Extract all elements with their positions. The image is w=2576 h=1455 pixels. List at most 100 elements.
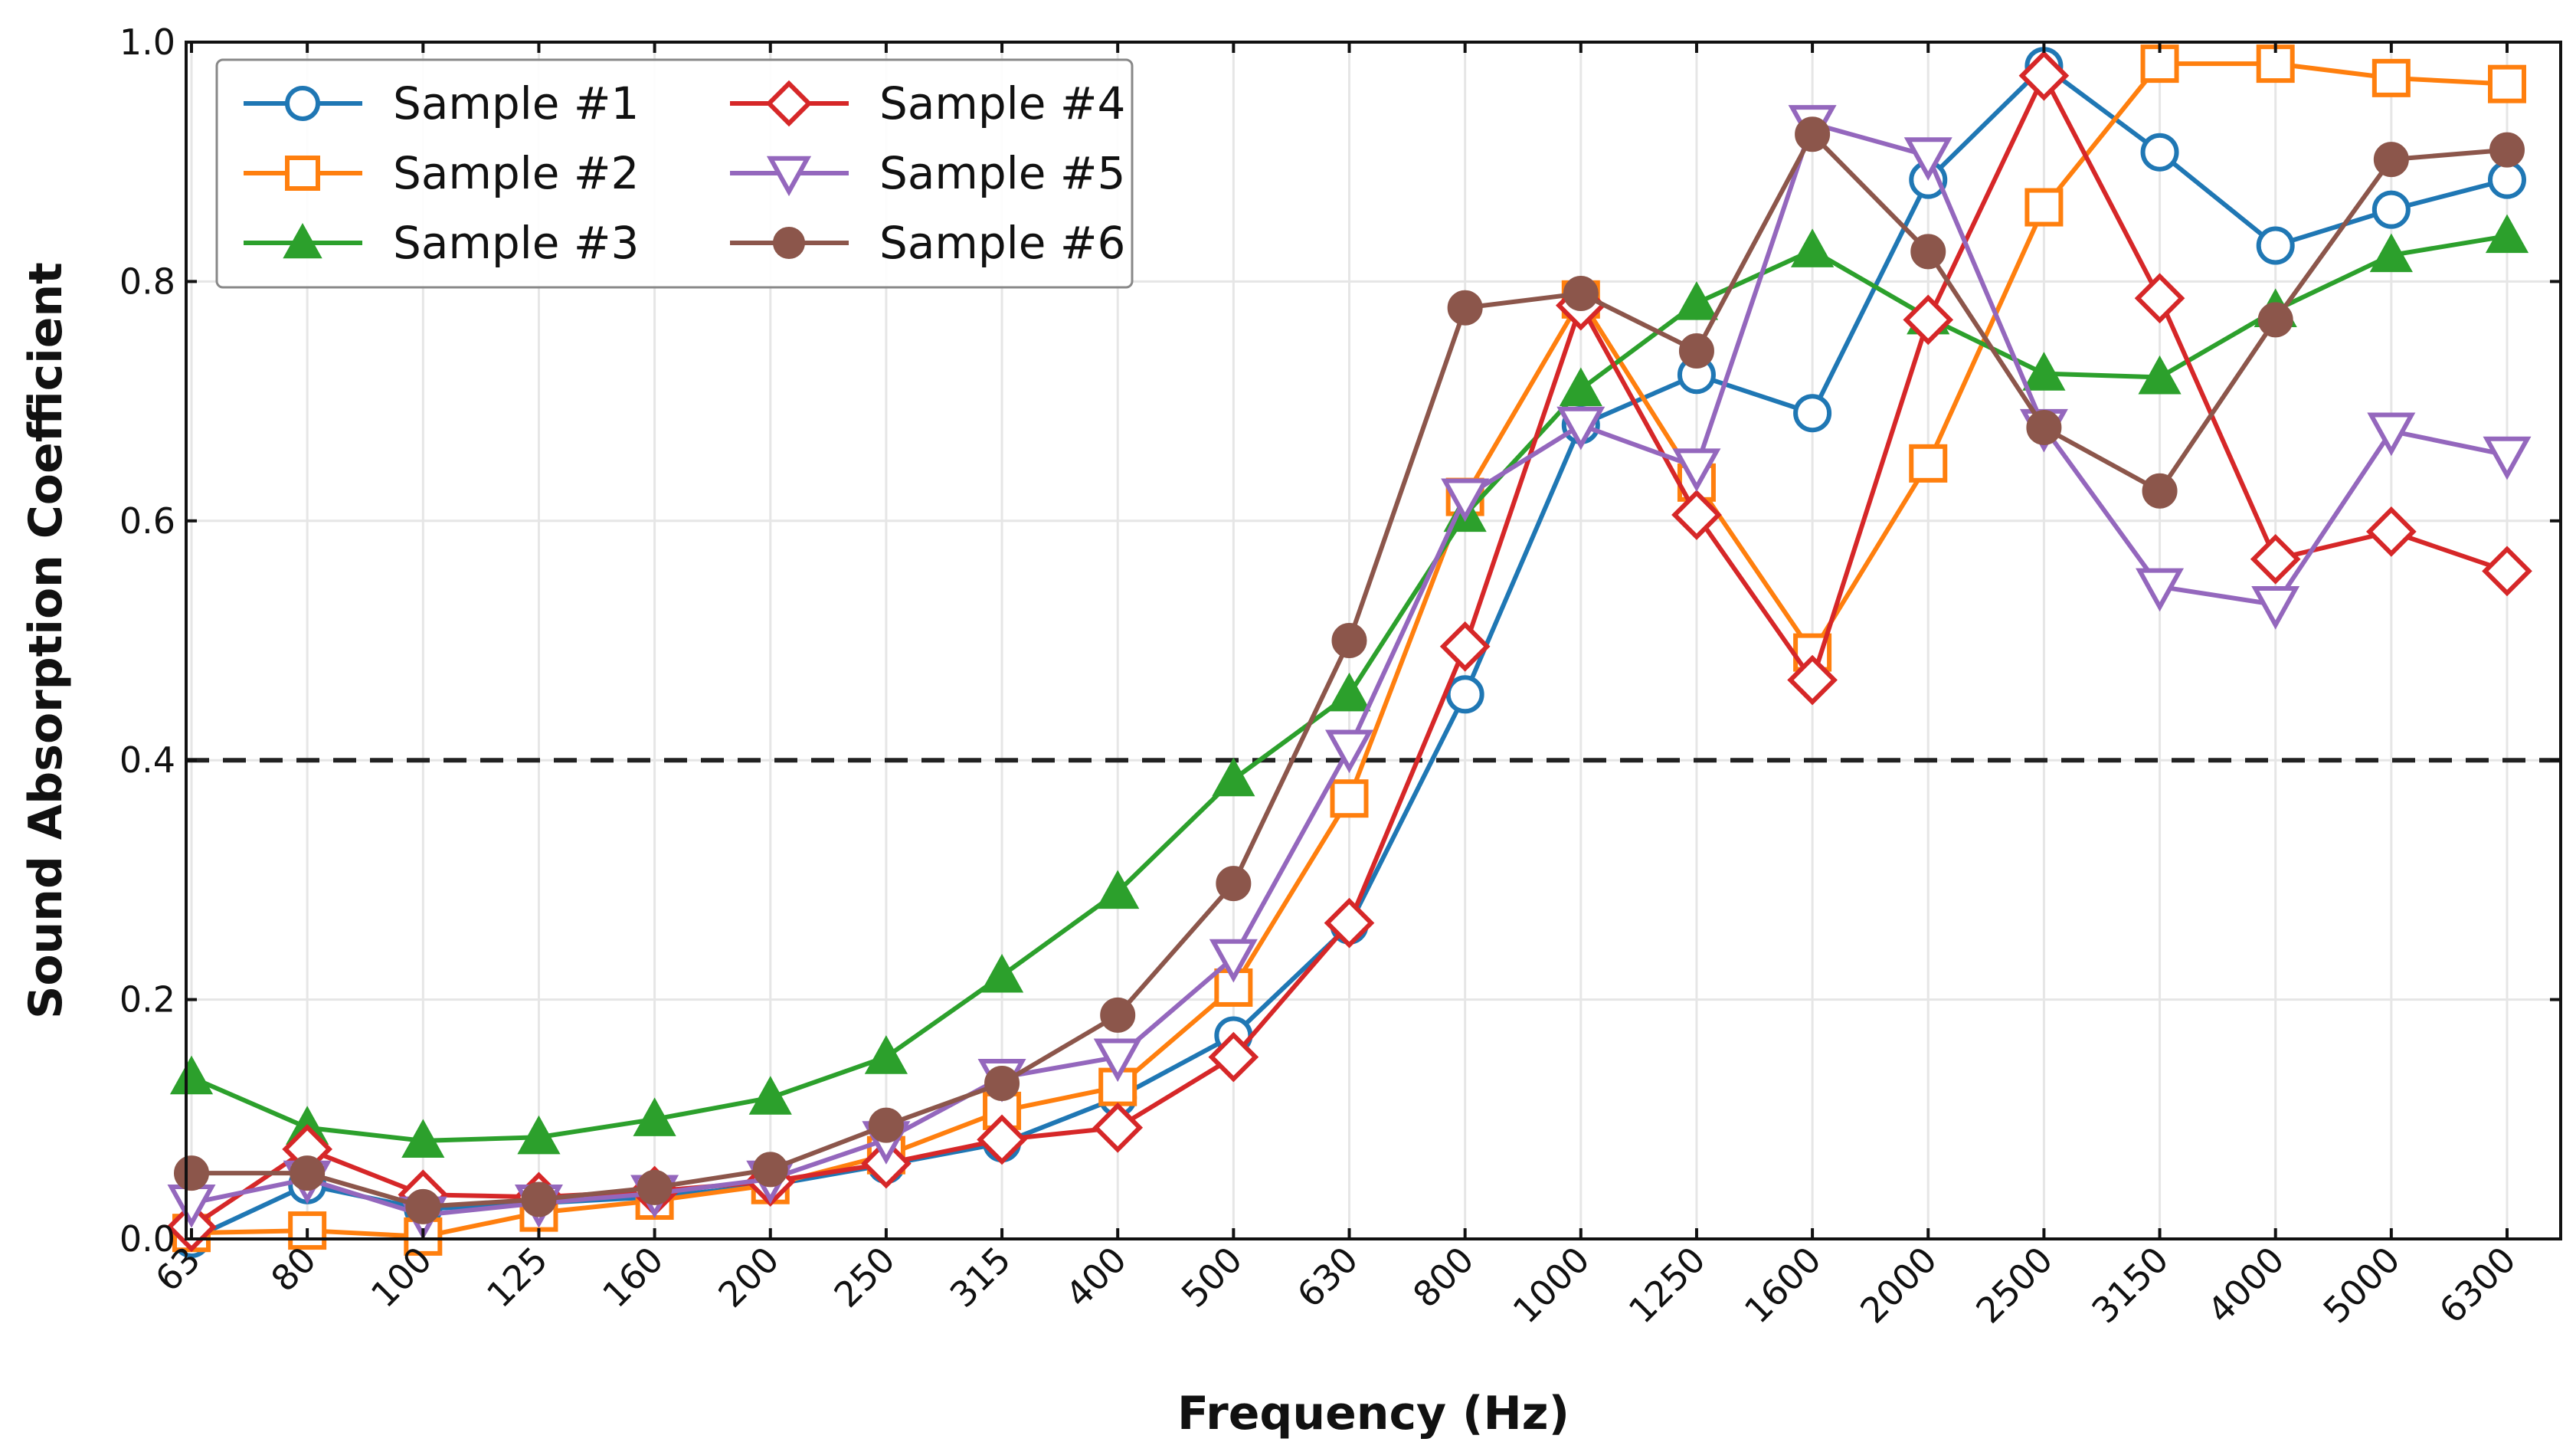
legend-item: Sample #3 [244, 217, 639, 269]
triangle-down-marker [1903, 137, 1952, 181]
triangle-down-marker [2136, 568, 2185, 612]
series-6 [174, 116, 2525, 1224]
circle-marker [637, 1169, 673, 1205]
x-tick-label: 500 [1173, 1239, 1250, 1316]
y-tick-label: 0.2 [119, 979, 175, 1021]
circle-marker [984, 1065, 1020, 1101]
x-tick-label: 1250 [1621, 1239, 1714, 1332]
square-marker [1909, 444, 1948, 483]
triangle-up-marker [2369, 233, 2413, 273]
x-tick-label: 400 [1058, 1239, 1134, 1316]
legend-label: Sample #3 [393, 217, 639, 269]
x-tick-label: 160 [594, 1239, 671, 1316]
x-tick-label: 800 [1405, 1239, 1481, 1316]
circle-marker [405, 1188, 441, 1224]
triangle-down-marker [1441, 478, 1490, 523]
diamond-marker [1787, 654, 1838, 706]
circle-marker [752, 1152, 788, 1188]
triangle-down-marker [2483, 436, 2532, 480]
square-marker [2024, 188, 2064, 227]
legend-label: Sample #6 [879, 217, 1125, 269]
x-tick-label: 1000 [1505, 1239, 1598, 1332]
circle-marker [1910, 234, 1946, 270]
diamond-marker [1208, 1031, 1259, 1083]
triangle-up-marker [169, 1055, 214, 1095]
triangle-up-marker [1674, 281, 1719, 320]
circle-marker [521, 1181, 557, 1217]
square-marker [1330, 779, 1369, 818]
diamond-marker [1903, 294, 1954, 346]
diamond-marker [1439, 621, 1491, 672]
diamond-marker [1092, 1102, 1144, 1153]
circle-marker [2257, 302, 2293, 338]
circle-marker [2488, 160, 2526, 199]
legend-label: Sample #1 [393, 77, 639, 129]
x-tick-label: 1600 [1736, 1239, 1829, 1332]
triangle-up-marker [864, 1035, 908, 1074]
diamond-marker [1324, 897, 1375, 949]
diamond-marker [977, 1114, 1027, 1165]
triangle-up-marker [633, 1097, 676, 1136]
y-tick-label: 0.6 [119, 500, 175, 542]
x-tick-label: 200 [710, 1239, 787, 1316]
circle-marker [2026, 409, 2062, 445]
circle-marker [2489, 132, 2525, 168]
diamond-marker [2018, 50, 2070, 101]
y-tick-label: 0.4 [119, 739, 175, 781]
legend-item: Sample #2 [244, 147, 639, 199]
triangle-down-marker [1325, 729, 1373, 774]
x-tick-label: 125 [479, 1239, 555, 1316]
x-axis-label: Frequency (Hz) [1177, 1387, 1569, 1440]
x-tick-label: 4000 [2200, 1239, 2293, 1332]
series-4 [166, 50, 2532, 1253]
legend-label: Sample #4 [879, 77, 1125, 129]
legend-item: Sample #5 [730, 147, 1125, 199]
circle-marker [1447, 290, 1483, 326]
legend: Sample #1 Sample #2 Sample #3 Sample #4 Samp… [215, 58, 1134, 289]
y-axis-label: Sound Absorption Coefficient [19, 262, 73, 1019]
triangle-up-marker [283, 222, 322, 259]
circle-marker [1100, 997, 1136, 1033]
triangle-down-marker [1672, 448, 1721, 493]
triangle-up-marker [517, 1115, 561, 1155]
triangle-up-marker [1791, 228, 1835, 267]
plot-frame [185, 41, 2562, 1240]
circle-marker [2371, 190, 2411, 229]
x-tick-label: 2000 [1852, 1239, 1945, 1332]
circle-marker [174, 1155, 209, 1191]
triangle-up-marker [748, 1076, 792, 1115]
triangle-down-marker [1093, 1038, 1142, 1083]
legend-label: Sample #5 [879, 147, 1125, 199]
circle-marker [1216, 866, 1252, 902]
diamond-marker [1671, 490, 1722, 540]
triangle-up-marker [2138, 355, 2182, 395]
triangle-down-marker [2251, 586, 2300, 630]
circle-marker [1331, 623, 1367, 658]
x-tick-label: 315 [942, 1239, 1019, 1316]
circle-marker [1563, 276, 1599, 312]
circle-marker [1795, 116, 1831, 152]
diamond-marker [2134, 273, 2185, 324]
y-tick-label: 0.0 [119, 1218, 175, 1260]
legend-item: Sample #1 [244, 77, 639, 129]
triangle-up-marker [1212, 757, 1255, 797]
x-tick-label: 6300 [2431, 1239, 2524, 1332]
circle-marker [1793, 394, 1832, 433]
triangle-up-marker [2485, 214, 2529, 254]
triangle-up-marker [401, 1119, 445, 1158]
circle-marker [2142, 473, 2178, 509]
triangle-up-marker [1096, 870, 1140, 909]
legend-box [215, 58, 1134, 289]
y-tick-label: 1.0 [119, 21, 175, 63]
triangle-down-marker [1556, 406, 1605, 451]
legend-item: Sample #4 [730, 77, 1125, 129]
diamond-marker [765, 80, 813, 127]
triangle-up-marker [980, 953, 1024, 993]
circle-marker [868, 1107, 904, 1143]
triangle-up-marker [2022, 352, 2066, 391]
diamond-marker [2250, 533, 2301, 585]
square-marker [285, 156, 320, 191]
circle-marker [1678, 333, 1714, 369]
circle-marker [773, 227, 805, 259]
